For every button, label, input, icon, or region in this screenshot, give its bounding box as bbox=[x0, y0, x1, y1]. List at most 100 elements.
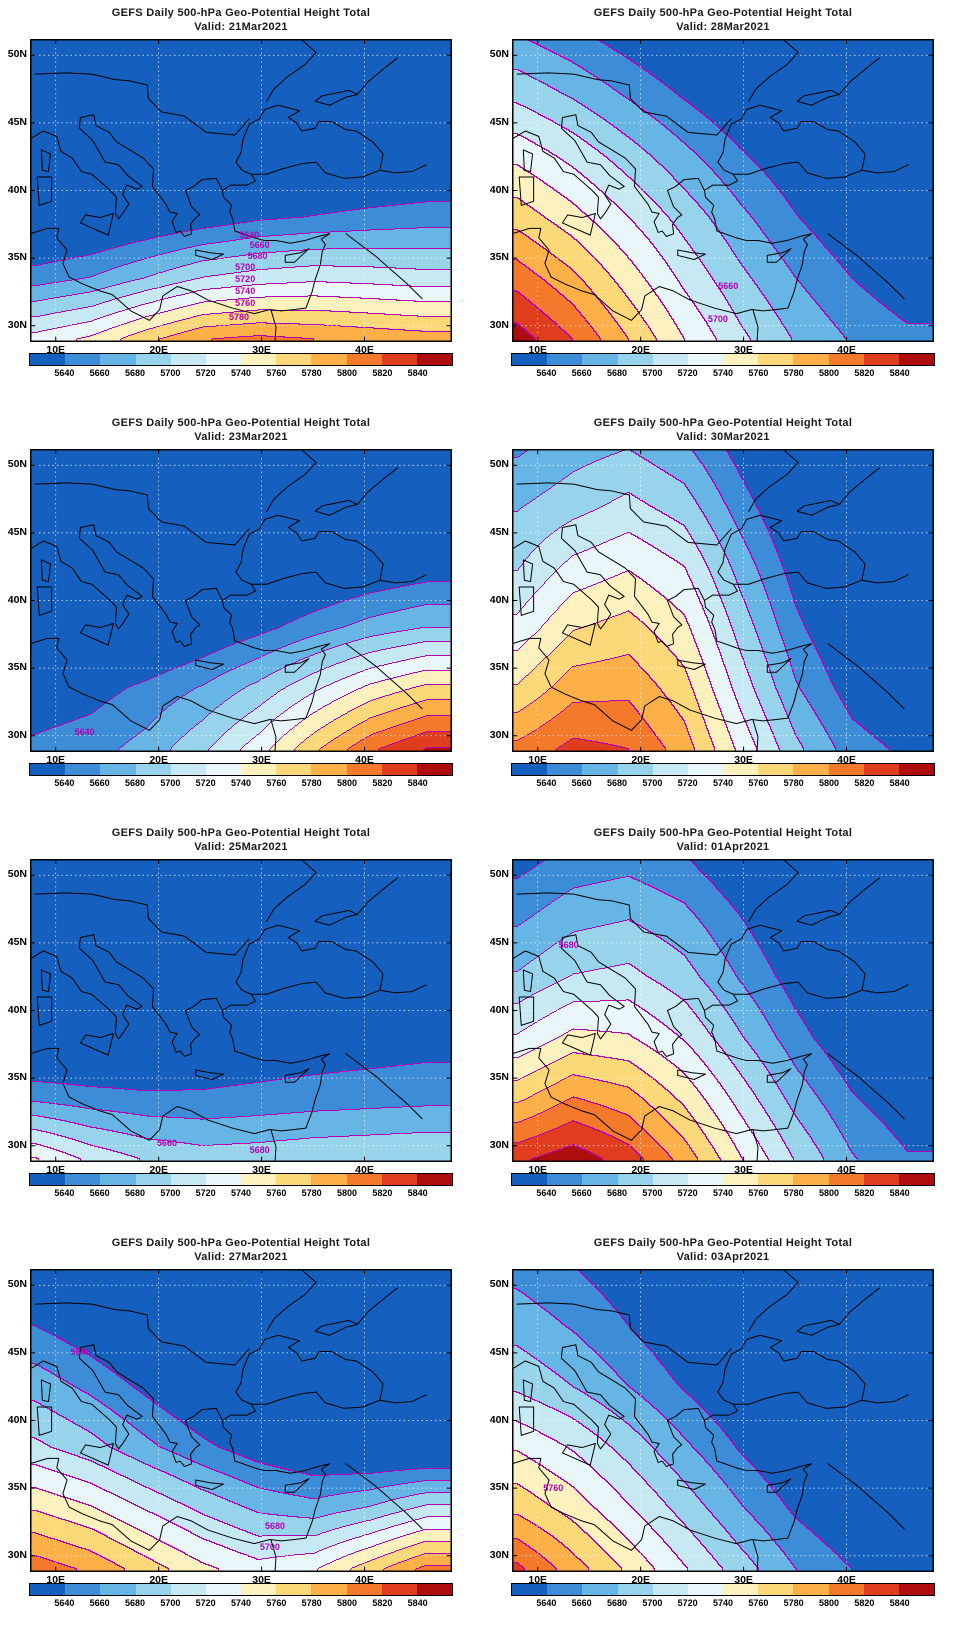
lat-tick-label: 40N bbox=[7, 1003, 27, 1016]
panel-28Mar2021: GEFS Daily 500-hPa Geo-Potential Height … bbox=[482, 0, 964, 410]
colorbar-segment bbox=[381, 1174, 417, 1185]
colorbar-tick-label: 5700 bbox=[642, 1188, 663, 1198]
colorbar: 5640 5660 5680 5700 5720 5740 5760 5780 5800 5820… bbox=[511, 1583, 935, 1611]
colorbar-segment bbox=[135, 764, 171, 775]
colorbar-tick-label: 5660 bbox=[89, 1598, 110, 1608]
colorbar-segment bbox=[863, 354, 899, 365]
colorbar-tick-label: 5760 bbox=[748, 1598, 769, 1608]
colorbar-segment bbox=[346, 354, 382, 365]
colorbar-segment bbox=[346, 1584, 382, 1595]
panel-01Apr2021: GEFS Daily 500-hPa Geo-Potential Height … bbox=[482, 820, 964, 1230]
colorbar-segment bbox=[863, 764, 899, 775]
contour-label: 5740 bbox=[235, 285, 256, 296]
colorbar-tick-label: 5780 bbox=[301, 1598, 322, 1608]
lat-tick-label: 50N bbox=[489, 48, 509, 61]
lat-tick-label: 35N bbox=[489, 1481, 509, 1494]
colorbar-tick-label: 5660 bbox=[571, 1188, 592, 1198]
contour-label: 5680 bbox=[247, 250, 268, 261]
lon-tick-label: 30E bbox=[734, 344, 753, 356]
lat-tick-label: 30N bbox=[7, 1548, 27, 1561]
colorbar-segment bbox=[205, 1174, 242, 1185]
colorbar-segment bbox=[793, 354, 829, 365]
colorbar-segment bbox=[311, 354, 347, 365]
colorbar-tick-label: 5700 bbox=[642, 778, 663, 788]
lon-tick-label: 30E bbox=[734, 754, 753, 766]
colorbar-segment bbox=[512, 764, 548, 775]
lat-tick-label: 50N bbox=[489, 868, 509, 881]
colorbar-segment bbox=[241, 1174, 277, 1185]
lat-tick-label: 50N bbox=[7, 1278, 27, 1291]
lon-tick-label: 20E bbox=[631, 1164, 650, 1176]
colorbar-tick-label: 5820 bbox=[854, 1188, 875, 1198]
lon-tick-label: 20E bbox=[631, 1574, 650, 1586]
lon-tick-label: 10E bbox=[46, 754, 66, 766]
colorbar-tick-label: 5700 bbox=[642, 368, 663, 378]
colorbar-segment bbox=[582, 354, 618, 365]
contour-label: 5640 bbox=[74, 727, 95, 738]
colorbar-segment bbox=[617, 354, 653, 365]
colorbar-tick-label: 5700 bbox=[160, 778, 181, 788]
colorbar-tick-label: 5840 bbox=[889, 1598, 910, 1608]
colorbar: 5640 5660 5680 5700 5720 5740 5760 5780 5800 5820… bbox=[511, 1173, 935, 1201]
colorbar-segment bbox=[241, 354, 277, 365]
colorbar-tick-label: 5780 bbox=[783, 1598, 804, 1608]
colorbar-segments bbox=[29, 1173, 453, 1186]
colorbar-segment bbox=[652, 354, 688, 365]
contour-label: 5660 bbox=[249, 239, 270, 250]
colorbar-segment bbox=[758, 764, 794, 775]
colorbar-tick-label: 5660 bbox=[571, 1598, 592, 1608]
lat-tick-label: 50N bbox=[7, 48, 27, 61]
contour-map-canvas bbox=[30, 449, 452, 752]
contour-label: 5700 bbox=[707, 314, 728, 325]
panel-valid-date: Valid: 01Apr2021 bbox=[676, 841, 770, 853]
panel-valid-date: Valid: 28Mar2021 bbox=[676, 21, 770, 33]
colorbar-tick-label: 5840 bbox=[889, 368, 910, 378]
lon-tick-label: 10E bbox=[46, 1574, 66, 1586]
lat-tick-label: 40N bbox=[7, 593, 27, 606]
contour-label: 5700 bbox=[235, 261, 256, 272]
colorbar-tick-label: 5800 bbox=[818, 778, 840, 788]
colorbar-segment bbox=[617, 1584, 653, 1595]
lat-tick-label: 45N bbox=[7, 935, 27, 948]
contour-label: 5780 bbox=[229, 311, 250, 322]
colorbar-segment bbox=[828, 354, 864, 365]
lat-tick-label: 50N bbox=[7, 458, 27, 471]
colorbar-segment bbox=[381, 764, 417, 775]
colorbar-tick-label: 5740 bbox=[230, 778, 252, 788]
lat-tick-label: 30N bbox=[489, 1138, 509, 1151]
lat-tick-label: 30N bbox=[489, 1548, 509, 1561]
lon-tick-label: 20E bbox=[631, 754, 650, 766]
colorbar-segment bbox=[416, 764, 453, 775]
lat-tick-label: 40N bbox=[489, 1413, 509, 1426]
colorbar-segment bbox=[276, 1584, 312, 1595]
colorbar-tick-label: 5780 bbox=[783, 778, 804, 788]
panel-title: GEFS Daily 500-hPa Geo-Potential Height … bbox=[593, 827, 853, 839]
colorbar-tick-label: 5640 bbox=[54, 1598, 75, 1608]
colorbar-segment bbox=[205, 354, 242, 365]
colorbar-tick-label: 5820 bbox=[854, 368, 875, 378]
colorbar-tick-label: 5760 bbox=[748, 1188, 769, 1198]
contour-map-canvas bbox=[512, 859, 934, 1162]
panel-title: GEFS Daily 500-hPa Geo-Potential Height … bbox=[111, 1237, 371, 1249]
colorbar-segment bbox=[205, 1584, 242, 1595]
panel-valid-date: Valid: 21Mar2021 bbox=[194, 21, 288, 33]
colorbar-segment bbox=[793, 1584, 829, 1595]
colorbar-segment bbox=[723, 1174, 759, 1185]
colorbar-segment bbox=[30, 1174, 66, 1185]
colorbar-segments bbox=[29, 763, 453, 776]
colorbar-segment bbox=[381, 1584, 417, 1595]
lat-tick-label: 30N bbox=[7, 1138, 27, 1151]
map-area: 50N 45N 40N 35N 30N 10E 20E 30E 40E bbox=[490, 449, 934, 766]
colorbar-tick-label: 5680 bbox=[606, 1598, 628, 1608]
colorbar-tick-label: 5640 bbox=[54, 1188, 75, 1198]
contour-label: 5720 bbox=[235, 273, 256, 284]
colorbar-segment bbox=[547, 764, 583, 775]
colorbar-tick-label: 5740 bbox=[712, 1188, 734, 1198]
colorbar-segment bbox=[828, 1584, 864, 1595]
colorbar-segment bbox=[65, 764, 101, 775]
panel-valid-date: Valid: 23Mar2021 bbox=[194, 431, 288, 443]
colorbar-tick-label: 5740 bbox=[230, 368, 252, 378]
colorbar-tick-labels: 5640 5660 5680 5700 5720 5740 5760 5780 5800 5820… bbox=[511, 368, 935, 381]
colorbar-tick-label: 5740 bbox=[712, 1598, 734, 1608]
map-area: 50N 45N 40N 35N 30N 10E 20E 30E 40E 5640 5680 5700 bbox=[8, 1269, 452, 1586]
